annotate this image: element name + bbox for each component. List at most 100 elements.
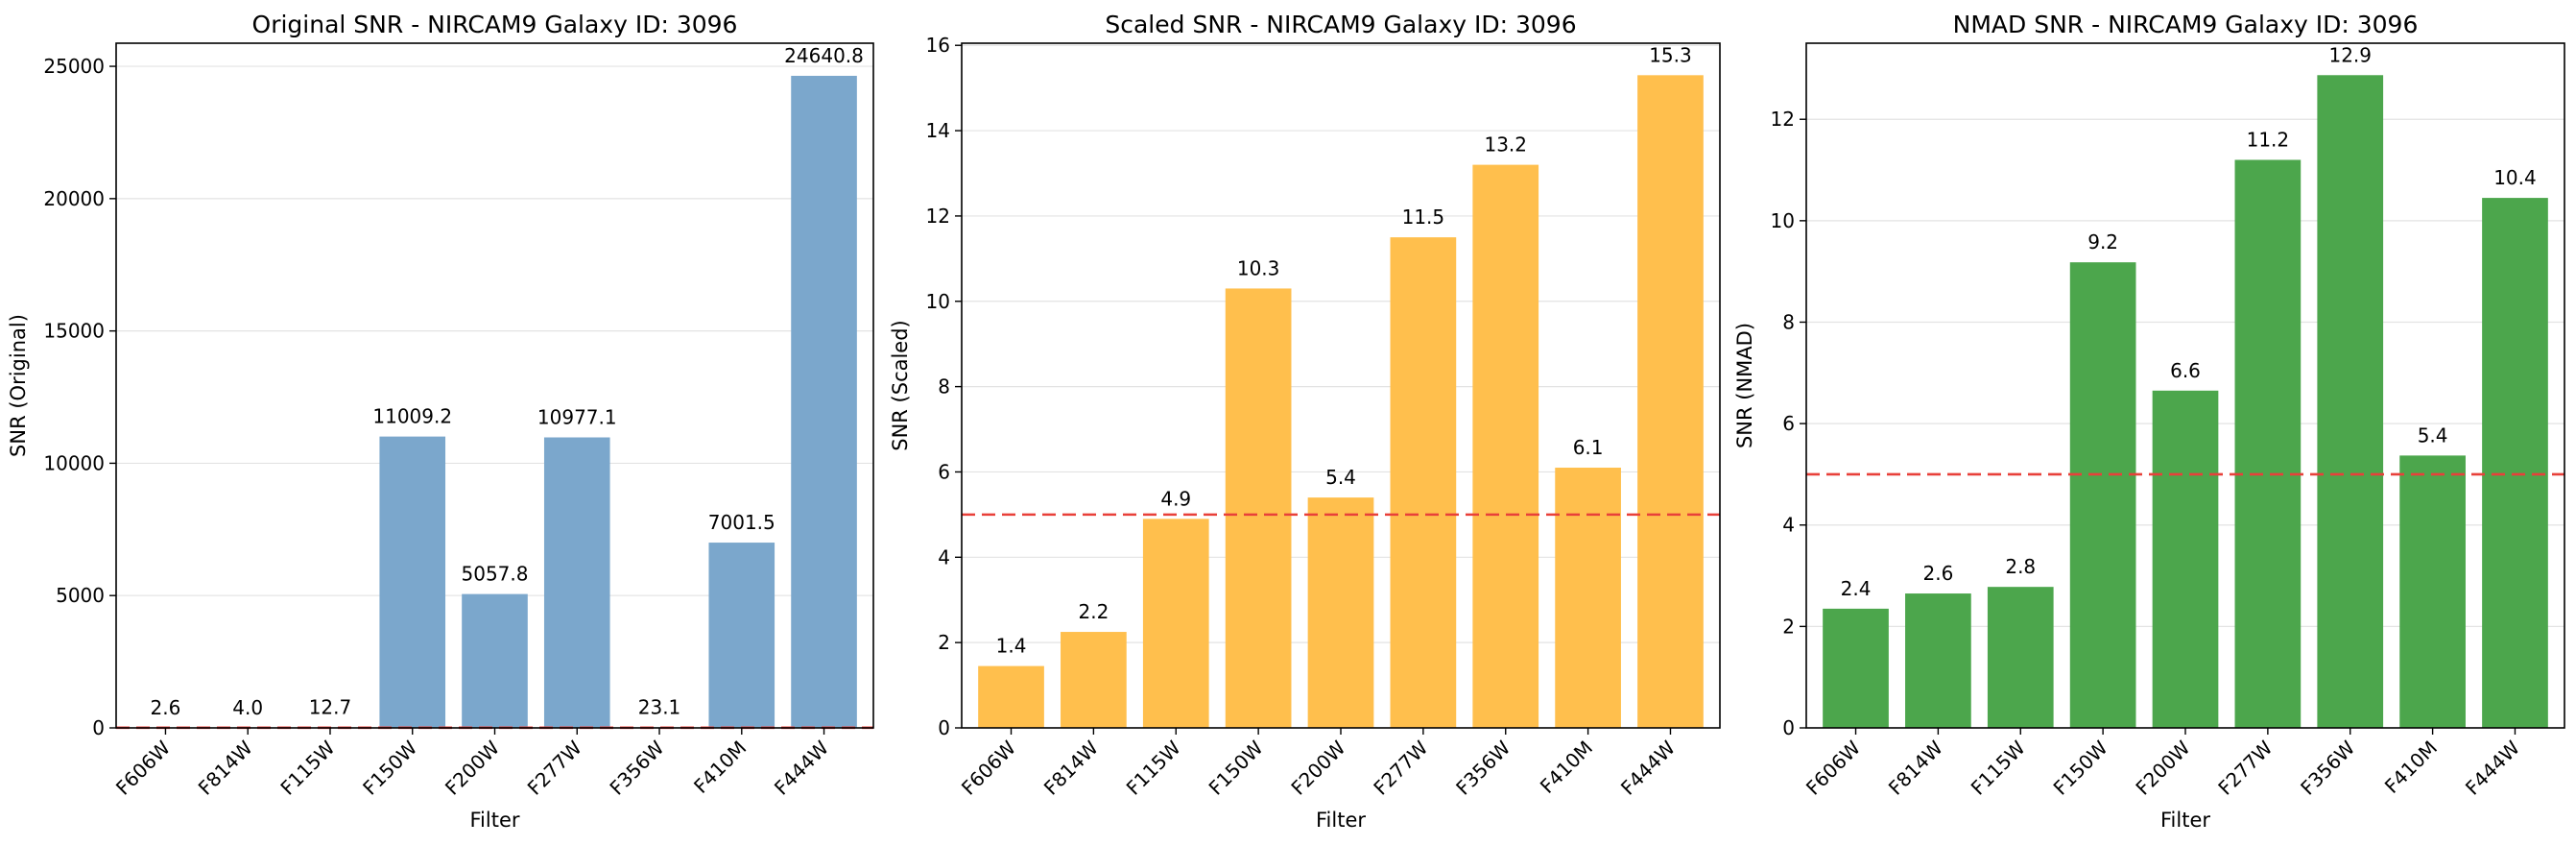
- y-tick-label: 14: [926, 119, 950, 142]
- bar-F150W: [1225, 288, 1292, 728]
- bar-F410M: [1555, 468, 1621, 728]
- y-tick-label: 2: [1782, 615, 1795, 638]
- y-tick-label: 4: [938, 545, 950, 568]
- bar-value-label: 4.9: [1160, 487, 1191, 510]
- y-tick-label: 2: [938, 631, 950, 654]
- y-tick-label: 8: [1782, 310, 1795, 333]
- y-axis-label: SNR (NMAD): [1733, 323, 1756, 448]
- y-tick-label: 12: [926, 205, 950, 228]
- y-tick-label: 0: [938, 716, 950, 739]
- x-tick-label: F444W: [2461, 736, 2524, 799]
- bar-value-label: 5.4: [1325, 466, 1356, 489]
- x-tick-label: F277W: [1369, 736, 1432, 799]
- x-tick-label: F606W: [1801, 736, 1865, 799]
- x-tick-label: F444W: [1616, 736, 1680, 799]
- x-axis-label: Filter: [469, 809, 519, 832]
- bar-value-label: 9.2: [2087, 230, 2118, 254]
- x-tick-label: F200W: [1286, 736, 1349, 799]
- bar-value-label: 6.6: [2170, 359, 2201, 382]
- bar-F410M: [2399, 455, 2466, 728]
- x-tick-label: F150W: [358, 736, 421, 799]
- bar-value-label: 15.3: [1649, 43, 1692, 66]
- bar-F410M: [708, 543, 775, 728]
- bar-value-label: 11.5: [1402, 205, 1445, 229]
- x-axis-label: Filter: [1316, 809, 1366, 832]
- x-tick-label: F410M: [689, 737, 751, 798]
- bar-value-label: 2.8: [2005, 555, 2036, 578]
- bar-F277W: [543, 437, 610, 728]
- y-tick-label: 8: [938, 375, 950, 399]
- y-tick-label: 10000: [43, 451, 105, 474]
- bar-F200W: [2152, 390, 2219, 728]
- bar-F150W: [2069, 262, 2136, 728]
- bar-value-label: 1.4: [996, 635, 1027, 658]
- bar-F444W: [1637, 75, 1704, 729]
- bar-F444W: [2482, 198, 2548, 728]
- x-tick-label: F410M: [1536, 737, 1597, 798]
- chart-panel-2: 1.4 2.2 4.9 10.3 5.4 11.5 13.2 6.1 15.3 0 2 4 6 8 10 12…: [889, 11, 1721, 832]
- x-tick-label: F200W: [441, 736, 504, 799]
- y-axis-label: SNR (Scaled): [889, 320, 912, 451]
- y-tick-label: 6: [938, 460, 950, 483]
- bar-value-label: 2.2: [1078, 600, 1109, 623]
- x-tick-label: F814W: [194, 736, 257, 799]
- x-tick-label: F606W: [957, 736, 1020, 799]
- x-tick-label: F356W: [1451, 736, 1515, 799]
- x-tick-label: F444W: [770, 736, 833, 799]
- bar-F356W: [2317, 75, 2384, 729]
- bar-value-label: 10977.1: [537, 405, 617, 428]
- chart-title: Scaled SNR - NIRCAM9 Galaxy ID: 3096: [1105, 11, 1576, 38]
- bar-value-label: 6.1: [1573, 436, 1604, 459]
- x-tick-label: F115W: [1122, 736, 1185, 799]
- bar-value-label: 10.4: [2493, 166, 2537, 189]
- bar-F814W: [1061, 632, 1127, 728]
- x-tick-label: F606W: [111, 736, 175, 799]
- y-tick-label: 12: [1771, 108, 1795, 131]
- y-axis-label: SNR (Original): [7, 314, 30, 457]
- bar-F356W: [1472, 164, 1539, 728]
- x-tick-label: F277W: [2213, 736, 2277, 799]
- bar-F150W: [379, 436, 446, 728]
- bar-value-label: 23.1: [638, 695, 681, 718]
- x-tick-label: F410M: [2380, 737, 2442, 798]
- bar-F814W: [1905, 593, 1971, 728]
- bar-F606W: [1823, 608, 1889, 728]
- x-tick-label: F356W: [2296, 736, 2359, 799]
- bar-value-label: 11.2: [2247, 128, 2290, 151]
- bar-F200W: [462, 593, 528, 728]
- y-tick-label: 10: [1771, 209, 1795, 232]
- x-tick-label: F115W: [275, 736, 339, 799]
- x-tick-label: F150W: [1205, 736, 1268, 799]
- bar-F115W: [1987, 587, 2054, 728]
- y-tick-label: 5000: [56, 584, 105, 607]
- y-tick-label: 15000: [43, 320, 105, 343]
- x-tick-label: F200W: [2131, 736, 2194, 799]
- bar-value-label: 4.0: [232, 696, 263, 719]
- x-tick-label: F814W: [1039, 736, 1103, 799]
- x-tick-label: F356W: [605, 736, 668, 799]
- y-tick-label: 10: [926, 290, 950, 313]
- y-tick-label: 16: [926, 34, 950, 57]
- y-tick-label: 0: [1782, 716, 1795, 739]
- y-tick-label: 25000: [43, 55, 105, 78]
- y-tick-label: 4: [1782, 514, 1795, 537]
- y-tick-label: 0: [92, 716, 105, 739]
- bar-F444W: [791, 75, 857, 728]
- x-axis-label: Filter: [2160, 809, 2210, 832]
- bar-value-label: 2.4: [1841, 577, 1872, 600]
- bar-value-label: 2.6: [151, 696, 181, 719]
- chart-title: Original SNR - NIRCAM9 Galaxy ID: 3096: [252, 11, 738, 38]
- bar-value-label: 12.7: [309, 696, 352, 719]
- bar-value-label: 12.9: [2328, 43, 2372, 66]
- bar-value-label: 13.2: [1484, 133, 1527, 157]
- bar-value-label: 5057.8: [462, 563, 529, 586]
- bar-F115W: [1142, 519, 1209, 728]
- y-tick-label: 20000: [43, 187, 105, 210]
- chart-title: NMAD SNR - NIRCAM9 Galaxy ID: 3096: [1953, 11, 2419, 38]
- bar-F606W: [978, 665, 1044, 728]
- bar-value-label: 2.6: [1922, 562, 1953, 585]
- chart-panel-3: 2.4 2.6 2.8 9.2 6.6 11.2 12.9 5.4 10.4 0 2 4 6 8 10 12 F…: [1733, 11, 2565, 832]
- chart-panel-1: 2.6 4.0 12.7 11009.2 5057.8 10977.1 23.1 7001.5…: [7, 11, 874, 832]
- bar-F200W: [1307, 497, 1374, 728]
